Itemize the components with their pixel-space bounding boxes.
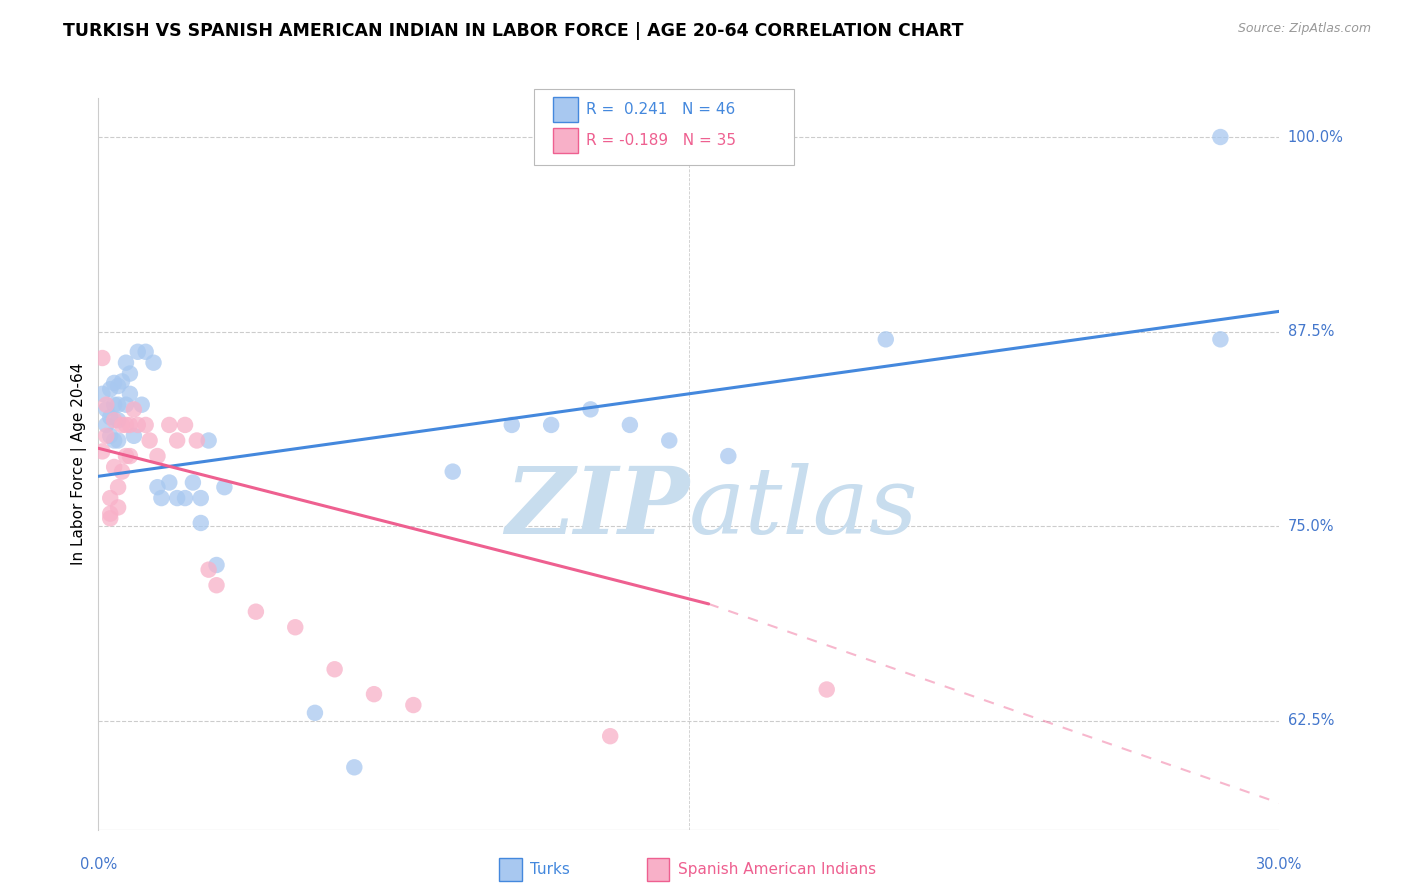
Point	[214, 480, 236, 494]
Point	[107, 500, 129, 515]
Point	[197, 563, 219, 577]
Point	[107, 379, 129, 393]
Point	[111, 417, 134, 432]
Point	[174, 417, 197, 432]
Point	[815, 682, 838, 697]
Text: 87.5%: 87.5%	[1288, 324, 1334, 339]
Text: Turks: Turks	[530, 863, 569, 877]
Point	[103, 376, 125, 390]
Text: TURKISH VS SPANISH AMERICAN INDIAN IN LABOR FORCE | AGE 20-64 CORRELATION CHART: TURKISH VS SPANISH AMERICAN INDIAN IN LA…	[63, 22, 963, 40]
Text: atlas: atlas	[689, 463, 918, 553]
Point	[138, 434, 160, 448]
Point	[107, 480, 129, 494]
Point	[111, 375, 134, 389]
Point	[111, 465, 134, 479]
Point	[118, 417, 141, 432]
Point	[284, 620, 307, 634]
Point	[166, 491, 188, 505]
Y-axis label: In Labor Force | Age 20-64: In Labor Force | Age 20-64	[72, 363, 87, 565]
Text: Spanish American Indians: Spanish American Indians	[678, 863, 876, 877]
Point	[115, 449, 138, 463]
Point	[91, 444, 114, 458]
Point	[122, 402, 145, 417]
Point	[115, 417, 138, 432]
Text: Source: ZipAtlas.com: Source: ZipAtlas.com	[1237, 22, 1371, 36]
Point	[205, 558, 228, 572]
Point	[157, 417, 180, 432]
Point	[875, 332, 897, 346]
Point	[186, 434, 208, 448]
Point	[115, 356, 138, 370]
Point	[619, 417, 641, 432]
Point	[205, 578, 228, 592]
Point	[150, 491, 173, 505]
Point	[717, 449, 740, 463]
Point	[142, 356, 165, 370]
Point	[658, 434, 681, 448]
Point	[146, 480, 169, 494]
Point	[127, 344, 149, 359]
Point	[181, 475, 204, 490]
Point	[363, 687, 385, 701]
Point	[135, 344, 157, 359]
Point	[107, 413, 129, 427]
Point	[96, 398, 118, 412]
Point	[135, 417, 157, 432]
Point	[402, 698, 425, 712]
Point	[103, 459, 125, 474]
Point	[579, 402, 602, 417]
Text: 30.0%: 30.0%	[1257, 857, 1302, 872]
Point	[146, 449, 169, 463]
Point	[197, 434, 219, 448]
Point	[96, 417, 118, 432]
Point	[96, 429, 118, 443]
Point	[166, 434, 188, 448]
Point	[343, 760, 366, 774]
Point	[91, 386, 114, 401]
Point	[103, 413, 125, 427]
Point	[1209, 130, 1232, 145]
Point	[103, 434, 125, 448]
Point	[540, 417, 562, 432]
Point	[174, 491, 197, 505]
Text: 75.0%: 75.0%	[1288, 518, 1334, 533]
Point	[96, 402, 118, 417]
Point	[1209, 332, 1232, 346]
Point	[441, 465, 464, 479]
Point	[127, 417, 149, 432]
Point	[122, 429, 145, 443]
Point	[98, 429, 121, 443]
Point	[98, 491, 121, 505]
Point	[501, 417, 523, 432]
Point	[118, 449, 141, 463]
Point	[103, 398, 125, 412]
Point	[245, 605, 267, 619]
Point	[131, 398, 153, 412]
Point	[115, 398, 138, 412]
Point	[98, 507, 121, 521]
Text: ZIP: ZIP	[505, 463, 689, 553]
Point	[91, 351, 114, 365]
Point	[157, 475, 180, 490]
Point	[323, 662, 346, 676]
Text: R = -0.189   N = 35: R = -0.189 N = 35	[586, 134, 737, 148]
Text: 62.5%: 62.5%	[1288, 713, 1334, 728]
Text: R =  0.241   N = 46: R = 0.241 N = 46	[586, 103, 735, 117]
Point	[98, 511, 121, 525]
Point	[107, 398, 129, 412]
Point	[304, 706, 326, 720]
Point	[190, 516, 212, 530]
Text: 100.0%: 100.0%	[1288, 129, 1344, 145]
Text: 0.0%: 0.0%	[80, 857, 117, 872]
Point	[107, 434, 129, 448]
Point	[118, 386, 141, 401]
Point	[190, 491, 212, 505]
Point	[599, 729, 621, 743]
Point	[118, 367, 141, 381]
Point	[98, 382, 121, 396]
Point	[98, 410, 121, 425]
